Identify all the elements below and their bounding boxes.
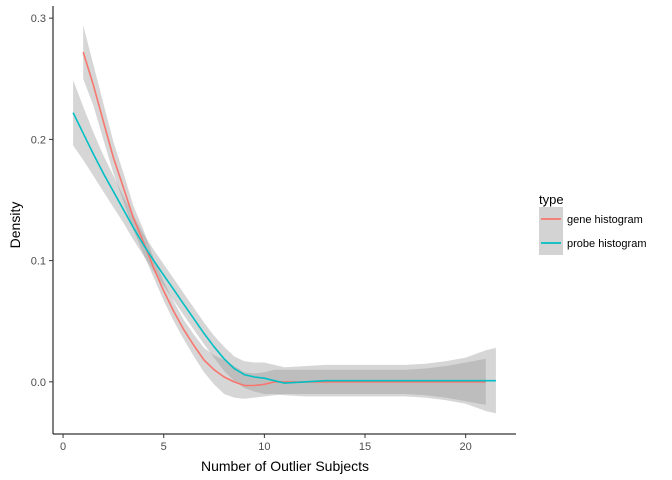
confidence-band-2 <box>73 80 496 414</box>
legend-label-2: probe histogram <box>567 238 647 250</box>
x-ticks: 0 5 10 15 20 <box>60 434 472 453</box>
x-tick-label: 5 <box>161 441 167 453</box>
confidence-bands <box>73 25 496 414</box>
axes <box>52 6 516 435</box>
legend-label-1: gene histogram <box>567 214 643 226</box>
x-tick-label: 0 <box>60 441 66 453</box>
legend-title: type <box>539 192 564 207</box>
x-axis-title: Number of Outlier Subjects <box>201 458 369 474</box>
legend: type gene histogram probe histogram <box>539 192 647 255</box>
y-tick-label: 0.2 <box>31 134 46 146</box>
series-line-2 <box>72 112 496 384</box>
y-tick-label: 0.3 <box>31 13 46 25</box>
x-tick-label: 10 <box>258 441 270 453</box>
series-line-1 <box>82 51 486 387</box>
y-ticks: 0.0 0.1 0.2 0.3 <box>31 13 53 389</box>
x-tick-label: 20 <box>460 441 472 453</box>
y-tick-label: 0.0 <box>31 377 46 389</box>
x-tick-label: 15 <box>359 441 371 453</box>
y-tick-label: 0.1 <box>31 256 46 268</box>
y-axis-title: Density <box>7 202 23 249</box>
confidence-band-1 <box>83 25 486 405</box>
series-lines <box>72 51 496 387</box>
